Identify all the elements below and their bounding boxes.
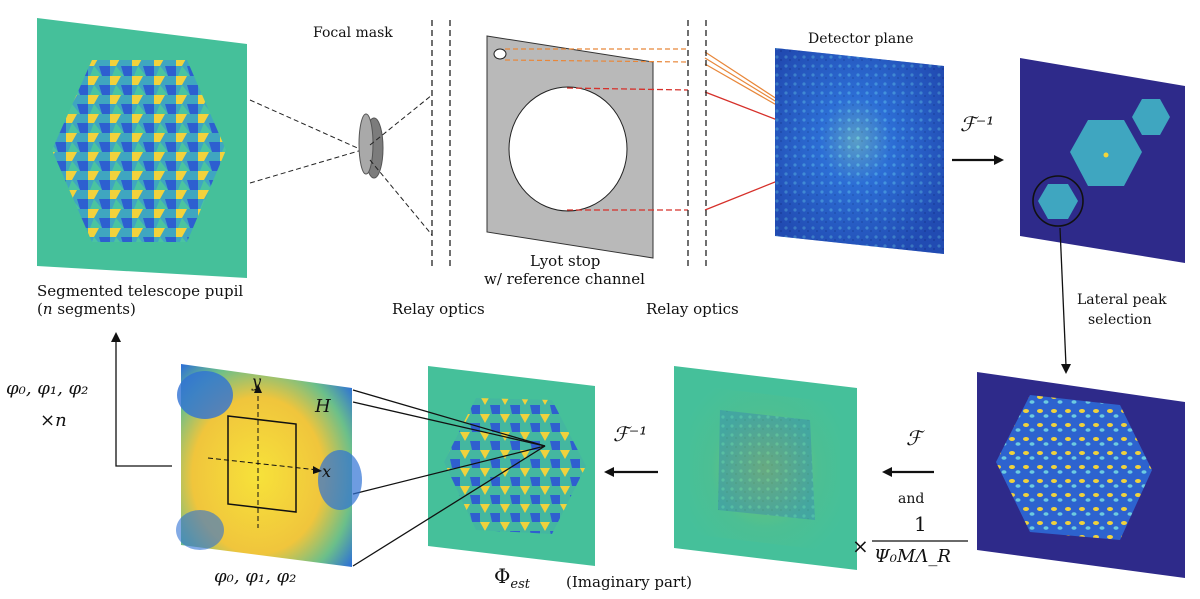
relay-optics-1	[431, 20, 451, 270]
lateral-peak-panel	[977, 372, 1185, 578]
phi-est-panel	[428, 366, 595, 566]
phi-est-label: Φest	[494, 564, 530, 592]
detector-plane-label: Detector plane	[808, 31, 914, 47]
focal-mask	[358, 113, 384, 179]
h-label: H	[315, 396, 331, 417]
lateral-peak-hexagon-lower	[1038, 184, 1078, 219]
feedback-arrow	[111, 332, 172, 467]
segments-n: n	[42, 300, 53, 318]
arrow-lateral-peak-selection	[1059, 227, 1067, 367]
inverse-fourier-bottom-label: ℱ⁻¹	[613, 422, 648, 446]
focal-mask-label: Focal mask	[313, 25, 393, 41]
relay-optics-label-2: Relay optics	[646, 300, 739, 318]
lyot-stop	[486, 35, 654, 259]
axis-x-line	[207, 457, 319, 471]
imaginary-part-label: (Imaginary part)	[566, 573, 692, 591]
imaginary-part-panel	[674, 366, 857, 570]
fourier-label: ℱ	[906, 426, 922, 450]
zoom-lines	[352, 389, 546, 567]
peak-selection-circle	[1032, 175, 1084, 227]
phi-est-subscript: est	[510, 577, 530, 592]
times-n-label: ×n	[40, 410, 67, 431]
multiply-sign: ×	[852, 534, 869, 558]
relay-optics-label-1: Relay optics	[392, 300, 485, 318]
reference-channel-hole	[493, 48, 507, 60]
segmented-pupil-hexagon	[52, 60, 226, 242]
phi-params-bottom-label: φ₀, φ₁, φ₂	[214, 566, 297, 587]
segment-zoom-panel	[176, 364, 362, 567]
segmented-pupil-label-line2: (n segments)	[37, 300, 136, 318]
axis-x-label: x	[322, 462, 332, 481]
segment-box	[227, 415, 297, 513]
lyot-stop-aperture	[508, 86, 628, 212]
and-label: and	[898, 491, 925, 507]
lateral-peak-hexagon-upper	[1132, 99, 1170, 135]
segmented-pupil-panel	[37, 18, 247, 278]
relay-optics-2	[687, 20, 707, 270]
lyot-stop-label-line1: Lyot stop	[530, 252, 601, 270]
fraction-numerator: 1	[914, 512, 927, 536]
lateral-peak-label-line1: Lateral peak	[1077, 292, 1167, 308]
lyot-stop-label-line2: w/ reference channel	[484, 270, 645, 288]
phi-est-symbol: Φ	[494, 564, 511, 588]
axis-y-label: y	[252, 372, 262, 391]
segmented-pupil-label-line1: Segmented telescope pupil	[37, 282, 244, 300]
phi-params-left-label: φ₀, φ₁, φ₂	[6, 378, 89, 399]
fourier-result-panel	[1020, 58, 1185, 263]
lateral-peak-label-line2: selection	[1088, 312, 1152, 328]
segments-word: segments)	[57, 300, 136, 318]
detector-plane-panel	[775, 48, 944, 254]
fraction-denominator: Ψ₀MΛ_R	[874, 546, 951, 567]
lateral-peak-hexagon	[996, 395, 1152, 540]
inverse-fourier-top-label: ℱ⁻¹	[960, 112, 995, 136]
phi-est-hexagon	[444, 398, 586, 534]
